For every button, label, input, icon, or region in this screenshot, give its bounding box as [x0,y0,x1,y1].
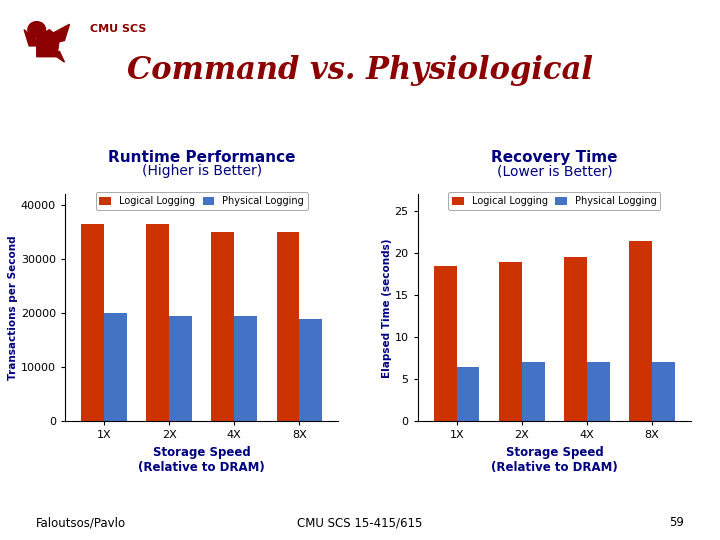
Text: Runtime Performance: Runtime Performance [108,150,295,165]
Bar [499,261,522,421]
Ellipse shape [28,22,45,38]
Y-axis label: Transactions per Second: Transactions per Second [8,235,18,380]
Bar [629,241,652,421]
Polygon shape [24,30,37,46]
Y-axis label: Elapsed Time (seconds): Elapsed Time (seconds) [382,238,392,377]
Bar [276,232,300,421]
Polygon shape [55,51,65,62]
X-axis label: Storage Speed
(Relative to DRAM): Storage Speed (Relative to DRAM) [138,446,265,474]
Bar [522,362,544,421]
Bar [169,316,192,421]
Bar [104,313,127,421]
Text: 59: 59 [669,516,684,529]
Bar [300,319,322,421]
X-axis label: Storage Speed
(Relative to DRAM): Storage Speed (Relative to DRAM) [491,446,618,474]
Legend: Logical Logging, Physical Logging: Logical Logging, Physical Logging [96,192,307,210]
Polygon shape [50,24,69,42]
Bar [456,367,480,421]
Text: (Higher is Better): (Higher is Better) [142,164,261,178]
Bar [652,362,675,421]
Text: Recovery Time: Recovery Time [491,150,618,165]
Text: Faloutsos/Pavlo: Faloutsos/Pavlo [36,516,126,529]
Bar [81,224,104,421]
Legend: Logical Logging, Physical Logging: Logical Logging, Physical Logging [449,192,660,210]
Text: Command vs. Physiological: Command vs. Physiological [127,55,593,86]
Bar [434,266,456,421]
Bar [564,258,587,421]
Text: CMU SCS: CMU SCS [90,24,146,35]
Text: CMU SCS 15-415/615: CMU SCS 15-415/615 [297,516,423,529]
Bar [234,316,257,421]
Text: (Lower is Better): (Lower is Better) [497,164,612,178]
Bar [587,362,610,421]
Bar [212,232,234,421]
Polygon shape [37,30,60,57]
Bar [146,224,169,421]
